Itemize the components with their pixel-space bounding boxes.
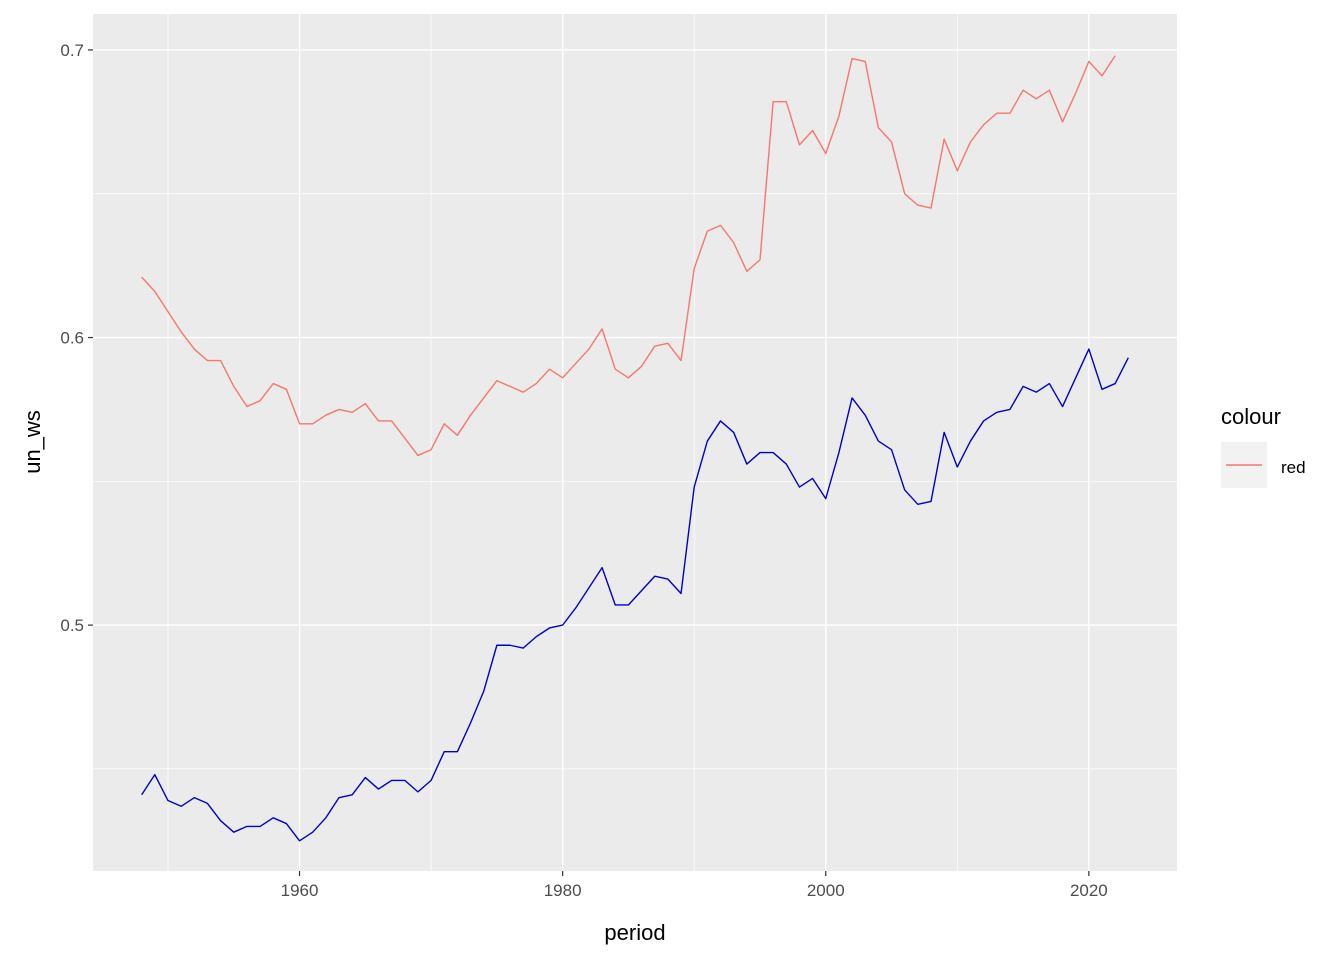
plot-panel [93, 14, 1177, 871]
series-layer [141, 55, 1129, 842]
x-axis-title: period [604, 920, 665, 945]
legend-label: red [1281, 458, 1306, 477]
x-tick-label: 1960 [281, 881, 319, 900]
x-tick-label: 1980 [544, 881, 582, 900]
x-tick-label: 2000 [807, 881, 845, 900]
legend: colour red [1221, 404, 1306, 488]
x-tick-label: 2020 [1070, 881, 1108, 900]
y-tick-label: 0.5 [60, 616, 84, 635]
y-tick-label: 0.7 [60, 41, 84, 60]
x-axis: 1960 1980 2000 2020 [281, 871, 1108, 900]
major-gridlines [93, 14, 1177, 871]
y-tick-label: 0.6 [60, 329, 84, 348]
y-axis: 0.5 0.6 0.7 [60, 41, 93, 635]
series-line-red [141, 55, 1116, 457]
minor-gridlines [93, 14, 1177, 871]
legend-title: colour [1221, 404, 1281, 429]
series-line-blue [141, 348, 1129, 842]
y-axis-title: un_ws [20, 410, 45, 474]
